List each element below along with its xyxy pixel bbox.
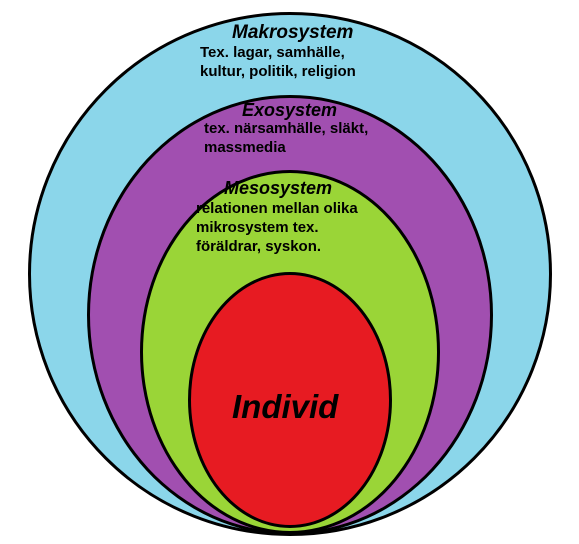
desc-exo-block: tex. närsamhälle, släkt, massmedia (204, 120, 368, 158)
desc-meso-block: relationen mellan olika mikrosystem tex.… (196, 200, 358, 256)
desc-makro: Tex. lagar, samhälle, kultur, politik, r… (200, 44, 356, 80)
label-makro: Makrosystem (232, 22, 353, 44)
title-meso: Mesosystem (224, 178, 332, 198)
title-makro: Makrosystem (232, 22, 353, 43)
label-individ: Individ (232, 388, 338, 426)
desc-makro-block: Tex. lagar, samhälle, kultur, politik, r… (200, 44, 356, 82)
label-meso: Mesosystem (224, 178, 332, 199)
title-individ: Individ (232, 388, 338, 425)
ecological-systems-diagram: Makrosystem Tex. lagar, samhälle, kultur… (0, 0, 579, 544)
label-exo: Exosystem (242, 100, 337, 121)
desc-exo: tex. närsamhälle, släkt, massmedia (204, 120, 368, 156)
title-exo: Exosystem (242, 100, 337, 120)
desc-meso: relationen mellan olika mikrosystem tex.… (196, 200, 358, 255)
